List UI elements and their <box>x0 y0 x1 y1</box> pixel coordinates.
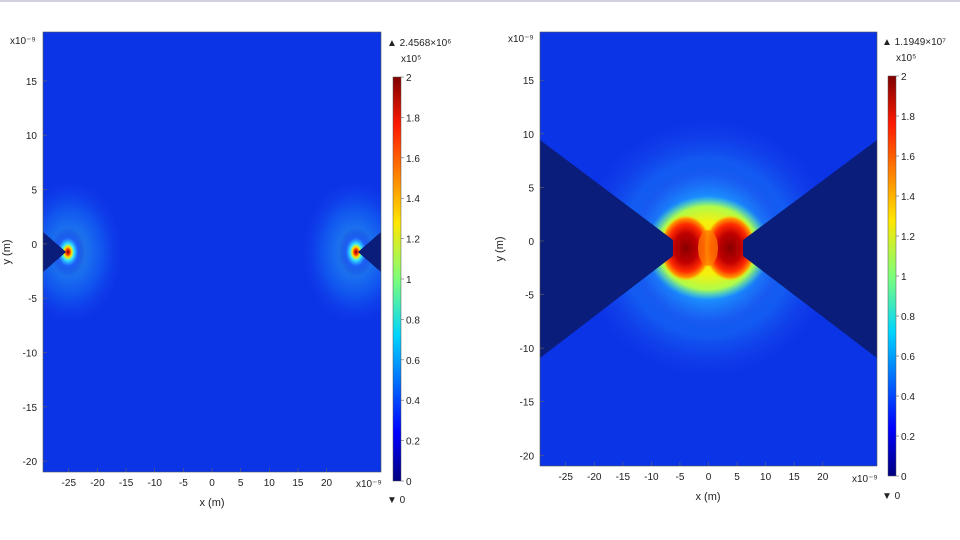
left-x-tick-label: -5 <box>179 478 188 489</box>
right-y-label: y (m) <box>494 236 506 261</box>
left-colorbar-tick-label: 2 <box>406 73 412 84</box>
right-x-tick-label: -5 <box>675 472 684 483</box>
right-y-axis: -20 -15 -10 -5 0 5 10 15 <box>520 76 544 462</box>
left-x-tick-label: -10 <box>147 478 162 489</box>
left-y-axis: -20 -15 -10 -5 0 5 10 15 <box>23 77 47 468</box>
right-y-tick-label: 15 <box>523 76 535 87</box>
left-colorbar-tick-label: 1.2 <box>406 235 420 246</box>
left-x-exponent: x10⁻⁹ <box>356 479 382 490</box>
left-colorbar-ticks: 2 1.8 1.6 1.4 1.2 1 0.8 0.6 0.4 0.2 0 <box>401 73 420 488</box>
right-x-tick-label: 0 <box>706 472 712 483</box>
left-lobe <box>660 215 712 281</box>
left-y-label: y (m) <box>1 239 13 264</box>
right-colorbar-max: ▲ 1.1949×10⁷ <box>882 37 946 48</box>
right-colorbar-tick-label: 1 <box>901 272 907 283</box>
right-y-tick-label: -20 <box>520 451 535 462</box>
right-bowtie <box>743 140 877 358</box>
left-colorbar-tick-label: 1 <box>406 275 412 286</box>
right-x-tick-label: -25 <box>558 472 573 483</box>
left-colorbar-tick-label: 1.8 <box>406 113 420 124</box>
left-y-tick-label: -5 <box>28 294 37 305</box>
right-colorbar-tick-label: 0 <box>901 472 907 483</box>
left-plot: -25 -20 -15 -10 -5 0 5 10 15 20 -20-15-10-5051015… <box>1 31 451 509</box>
left-x-tick-label: 20 <box>321 478 333 489</box>
right-tip <box>358 232 381 272</box>
right-lobe <box>704 215 756 281</box>
right-colorbar-tick-label: 1.6 <box>901 152 915 163</box>
left-y-tick-label: 0 <box>31 240 37 251</box>
left-x-label: x (m) <box>199 497 224 509</box>
right-colorbar-tick-label: 0.8 <box>901 312 915 323</box>
left-colorbar-bar <box>392 76 402 482</box>
left-y-exponent: x10⁻⁹ <box>10 36 36 47</box>
right-y-tick-label: -15 <box>520 398 535 409</box>
left-x-tick-label: 10 <box>264 478 276 489</box>
right-colorbar-tick-label: 0.2 <box>901 432 915 443</box>
left-colorbar-tick-label: 0.2 <box>406 437 420 448</box>
left-colorbar-tick-label: 0.6 <box>406 356 420 367</box>
left-x-tick-label: 0 <box>209 478 215 489</box>
right-colorbar-ticks: 2 1.8 1.6 1.4 1.2 1 0.8 0.6 0.4 0.2 0 <box>896 72 915 483</box>
right-x-exponent: x10⁻⁹ <box>852 474 878 485</box>
right-x-tick-label: -15 <box>616 472 631 483</box>
right-colorbar-tick-label: 2 <box>901 72 907 83</box>
right-colorbar-tick-label: 0.6 <box>901 352 915 363</box>
left-x-tick-label: 15 <box>292 478 304 489</box>
left-x-tick-label: -25 <box>62 478 77 489</box>
right-x-tick-label: 20 <box>817 472 829 483</box>
right-heatmap <box>540 32 877 466</box>
left-colorbar-min: ▼ 0 <box>387 495 406 506</box>
left-bowtie <box>540 140 673 358</box>
left-colorbar-scale: x10⁵ <box>401 54 421 65</box>
left-y-tick-label: 15 <box>26 77 38 88</box>
right-colorbar-scale: x10⁵ <box>896 53 916 64</box>
right-plot: -25 -20 -15 -10 -5 0 5 10 15 20 -20-15-10-5051015… <box>494 31 946 503</box>
left-colorbar-tick-label: 0.4 <box>406 396 420 407</box>
right-x-tick-label: 10 <box>760 472 772 483</box>
right-x-tick-label: 5 <box>734 472 740 483</box>
right-colorbar-tick-label: 1.4 <box>901 192 915 203</box>
right-y-exponent: x10⁻⁹ <box>508 34 534 45</box>
right-colorbar: 2 1.8 1.6 1.4 1.2 1 0.8 0.6 0.4 0.2 0 ▲ 1.1949×10⁷… <box>882 37 946 502</box>
left-colorbar-tick-label: 1.6 <box>406 154 420 165</box>
right-hotspot <box>339 228 373 276</box>
left-hotspot <box>51 228 85 276</box>
right-x-tick-label: -20 <box>587 472 602 483</box>
left-tip <box>43 232 66 272</box>
left-y-tick-label: 10 <box>26 131 38 142</box>
left-colorbar-tick-label: 0.8 <box>406 315 420 326</box>
left-colorbar-tick-label: 1.4 <box>406 194 420 205</box>
left-y-tick-label: 5 <box>31 186 37 197</box>
left-colorbar: 2 1.8 1.6 1.4 1.2 1 0.8 0.6 0.4 0.2 0 ▲ 2.4568×10⁶… <box>387 38 451 506</box>
left-heatmap <box>43 32 381 472</box>
right-y-tick-label: -5 <box>525 291 534 302</box>
left-y-tick-label: -10 <box>23 348 38 359</box>
right-colorbar-tick-label: 0.4 <box>901 392 915 403</box>
left-colorbar-tick-label: 0 <box>406 477 412 488</box>
right-y-tick-label: 0 <box>528 237 534 248</box>
left-x-tick-label: -15 <box>119 478 134 489</box>
right-y-tick-label: -10 <box>520 344 535 355</box>
left-x-tick-label: -20 <box>90 478 105 489</box>
left-y-tick-label: -15 <box>23 403 38 414</box>
top-rule <box>0 0 960 2</box>
left-y-tick-label: -20 <box>23 457 38 468</box>
right-colorbar-bar <box>887 75 897 477</box>
right-colorbar-tick-label: 1.8 <box>901 112 915 123</box>
right-colorbar-tick-label: 1.2 <box>901 232 915 243</box>
right-y-tick-label: 10 <box>523 130 535 141</box>
left-x-axis: -25 -20 -15 -10 -5 0 5 10 15 20 <box>62 468 333 489</box>
right-x-tick-label: -10 <box>644 472 659 483</box>
right-x-tick-label: 15 <box>789 472 801 483</box>
right-x-axis: -25 -20 -15 -10 -5 0 5 10 15 20 <box>558 462 829 483</box>
right-colorbar-min: ▼ 0 <box>882 491 901 502</box>
left-x-tick-label: 5 <box>238 478 244 489</box>
right-x-label: x (m) <box>695 491 720 503</box>
left-colorbar-max: ▲ 2.4568×10⁶ <box>387 38 451 49</box>
right-y-tick-label: 5 <box>528 183 534 194</box>
